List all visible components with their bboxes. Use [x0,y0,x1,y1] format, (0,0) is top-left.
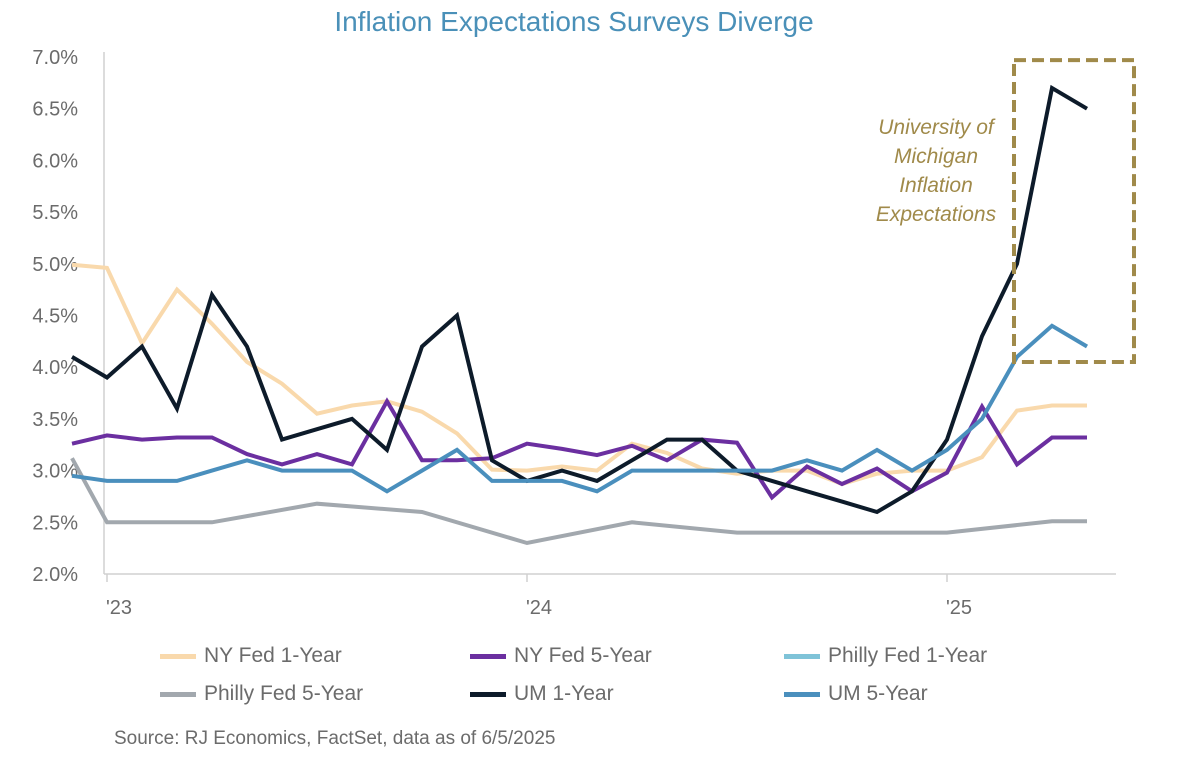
series-line-um-5-year [71,323,1089,494]
series-layer [70,84,1089,546]
y-tick-label: 6.0% [32,150,78,172]
y-tick-label: 2.5% [32,512,78,534]
series-line-ny-fed-1-year [71,262,1087,487]
x-tick-label: '23 [106,597,132,619]
source-note: Source: RJ Economics, FactSet, data as o… [114,728,556,749]
y-tick-label: 4.5% [32,306,78,328]
series-line-um-1-year [70,84,1089,515]
y-tick-label: 2.0% [32,564,78,586]
chart-axes: 2.0% 2.5% 3.0% 3.5% 4.0% 4.5% 5.0% 5.5% 6.0% 6.5%… [32,47,1116,619]
annotation-text-line: University of [878,116,996,139]
y-tick-label: 5.0% [32,254,78,276]
x-tick-label: '24 [526,597,552,619]
y-tick-label: 7.0% [32,47,78,69]
annotation-layer: University of Michigan Inflation Expectatio… [876,58,1136,365]
series-line-philly-fed-5-year [70,457,1087,546]
x-tick-label: '25 [946,597,972,619]
y-tick-label: 3.0% [32,461,78,483]
annotation-text-line: Expectations [876,203,997,226]
y-tick-label: 6.5% [32,99,78,121]
y-tick-label: 4.0% [32,357,78,379]
annotation-text-line: Inflation [899,174,973,197]
annotation-text-line: Michigan [894,145,978,168]
y-tick-label: 3.5% [32,409,78,431]
annotation-box [1012,58,1136,365]
chart-title: Inflation Expectations Surveys Diverge [334,6,814,37]
series-line-ny-fed-5-year [71,397,1087,501]
y-tick-label: 5.5% [32,202,78,224]
